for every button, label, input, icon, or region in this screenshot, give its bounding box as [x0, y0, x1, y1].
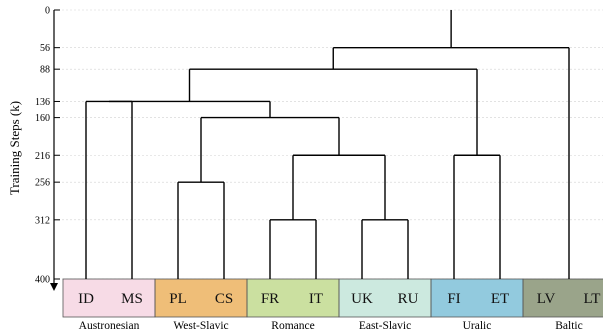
y-tick-label: 88 [40, 65, 50, 76]
leaf-box [155, 279, 201, 317]
leaf-label: ID [78, 291, 94, 307]
y-tick-label: 400 [35, 275, 50, 286]
group-label: Uralic [463, 320, 492, 332]
y-tick-label: 56 [40, 43, 50, 54]
leaf-label: IT [309, 291, 323, 307]
leaf-label: FR [261, 291, 279, 307]
y-tick-label: 312 [35, 215, 50, 226]
leaf-label: ET [491, 291, 509, 307]
dendrogram-links [85, 10, 570, 279]
y-tick-label: 160 [35, 113, 50, 124]
leaf-boxes [62, 278, 603, 318]
leaf-label: MS [121, 291, 143, 307]
y-tick-label: 0 [45, 6, 50, 17]
leaf-label: UK [351, 291, 373, 307]
leaf-box [569, 279, 603, 317]
leaf-label: CS [215, 291, 233, 307]
leaf-box [477, 279, 523, 317]
leaf-label: LV [537, 291, 556, 307]
leaf-box [523, 279, 569, 317]
leaf-label: RU [398, 291, 419, 307]
grid-lines [54, 9, 603, 280]
leaf-box [201, 279, 247, 317]
leaf-box [385, 279, 431, 317]
y-tick-label: 216 [35, 151, 50, 162]
y-axis-arrow [50, 283, 58, 291]
group-label: Baltic [555, 320, 582, 332]
group-label: Austronesian [79, 320, 140, 332]
y-axis-label: Training Steps (k) [7, 101, 22, 195]
y-tick-label: 136 [35, 97, 50, 108]
labels: 0 56 88 136 160 216 256 312 400 Austronesian West-… [35, 6, 600, 333]
leaf-box [293, 279, 339, 317]
y-axis [50, 9, 60, 291]
y-tick-label: 256 [35, 178, 50, 189]
leaf-label: PL [169, 291, 187, 307]
group-label: West-Slavic [173, 320, 228, 332]
leaf-box [109, 279, 155, 317]
leaf-box [339, 279, 385, 317]
group-label: East-Slavic [359, 320, 411, 332]
leaf-box [63, 279, 109, 317]
leaf-label: LT [584, 291, 601, 307]
leaf-box [431, 279, 477, 317]
leaf-box [247, 279, 293, 317]
group-label: Romance [271, 320, 314, 332]
leaf-label: FI [447, 291, 460, 307]
